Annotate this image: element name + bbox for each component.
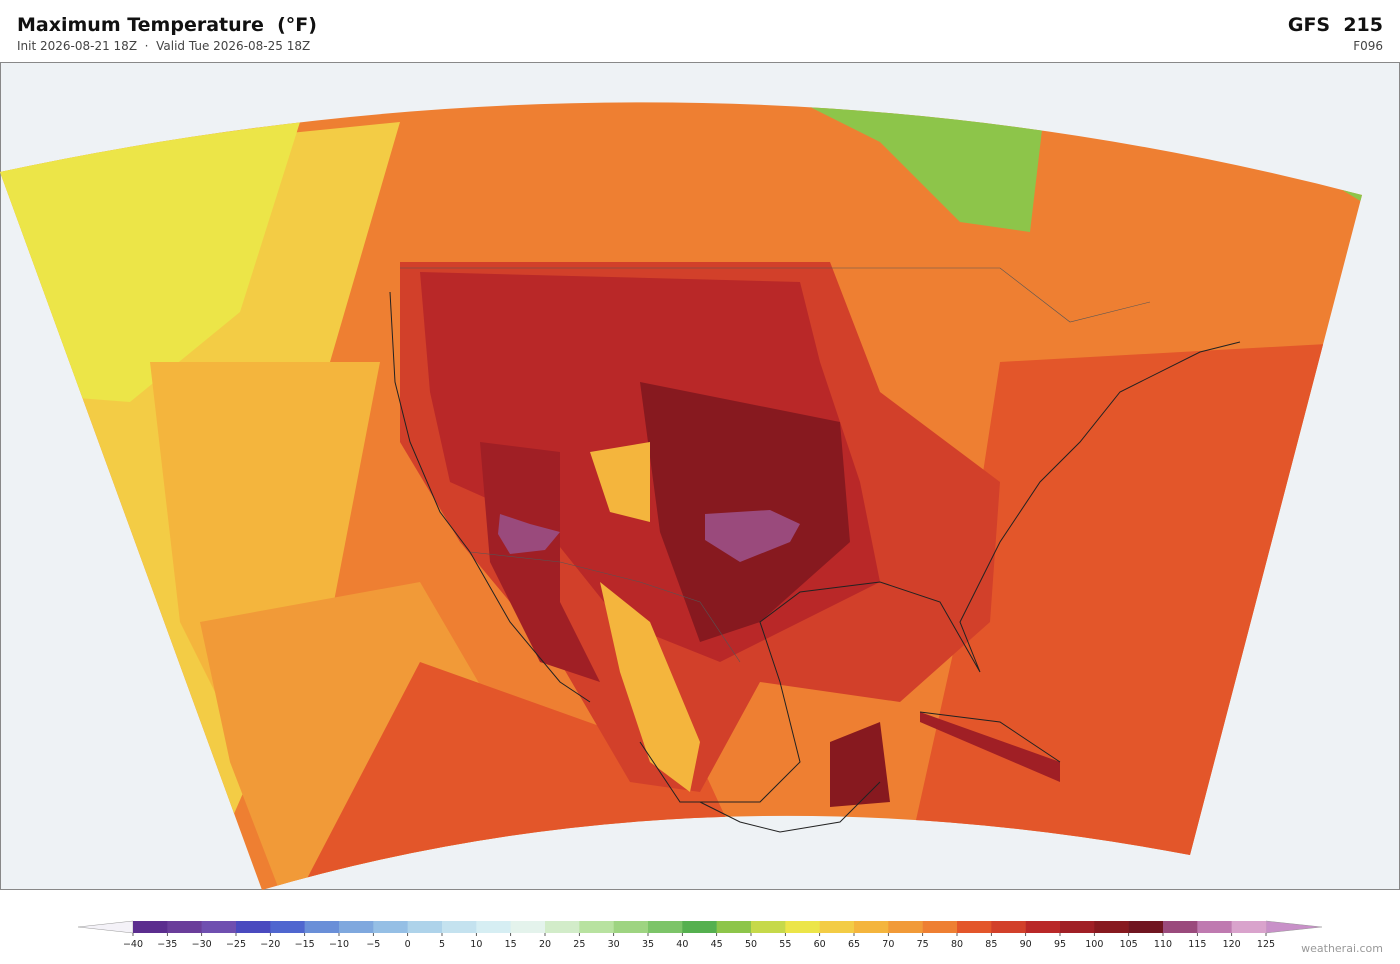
colorbar-segment — [854, 921, 889, 933]
colorbar-tick-label: 110 — [1154, 939, 1172, 950]
colorbar-tick-label: −20 — [260, 939, 280, 950]
colorbar-segment — [373, 921, 408, 933]
colorbar-segment — [1025, 921, 1061, 933]
colorbar-tick-label: 115 — [1188, 939, 1206, 950]
colorbar-segment — [476, 921, 511, 933]
colorbar-tick-label: 100 — [1085, 939, 1103, 950]
colorbar-tick-label: −5 — [366, 939, 380, 950]
colorbar-segment — [339, 921, 374, 933]
colorbar-segment — [716, 921, 752, 933]
colorbar-segment — [270, 921, 305, 933]
borders — [400, 267, 1151, 663]
colorbar-tick-label: 40 — [676, 939, 688, 950]
colorbar-tick-label: 15 — [505, 939, 517, 950]
colorbar-segment — [545, 921, 580, 933]
colorbar-segment — [648, 921, 683, 933]
colorbar-segment — [1094, 921, 1129, 933]
colorbar-tick-label: 0 — [405, 939, 411, 950]
colorbar-tick-label: 65 — [848, 939, 860, 950]
colorbar-tick-label: 120 — [1223, 939, 1241, 950]
colorbar-segment — [1163, 921, 1198, 933]
colorbar-tick-label: 5 — [439, 939, 445, 950]
colorbar-segment — [201, 921, 237, 933]
colorbar-tick-label: 55 — [779, 939, 791, 950]
map — [0, 62, 1400, 890]
colorbar: −40 −35 −30 −25 −20 −15 −10 −5 0 5 10 15 20 25 30 35 40 4… — [77, 920, 1323, 950]
model: GFS 215 — [1287, 14, 1383, 36]
colorbar-tick-label: 25 — [573, 939, 585, 950]
colorbar-tick-label: −15 — [295, 939, 315, 950]
colorbar-segment — [819, 921, 855, 933]
colorbar-segment — [1197, 921, 1232, 933]
colorbar-tick-label: 45 — [711, 939, 723, 950]
colorbar-segment — [751, 921, 786, 933]
colorbar-tick-label: 70 — [882, 939, 894, 950]
colorbar-tick-label: 30 — [608, 939, 620, 950]
subtitle: Init 2026-08-21 18Z · Valid Tue 2026-08-… — [17, 39, 311, 53]
colorbar-segment — [957, 921, 992, 933]
colorbar-tick-label: 75 — [917, 939, 929, 950]
credit: weatherai.com — [1301, 942, 1383, 955]
colorbar-tick-label: −35 — [157, 939, 177, 950]
colorbar-segment — [1060, 921, 1095, 933]
forecast-hour: F096 — [1353, 39, 1383, 53]
colorbar-tick-label: −40 — [123, 939, 143, 950]
colorbar-tick-label: 60 — [814, 939, 826, 950]
colorbar-tick-label: 105 — [1120, 939, 1138, 950]
colorbar-tick-label: 95 — [1054, 939, 1066, 950]
coastlines — [389, 291, 1241, 833]
colorbar-segment — [785, 921, 820, 933]
colorbar-segment — [922, 921, 958, 933]
colorbar-segment — [1128, 921, 1164, 933]
colorbar-segment — [442, 921, 477, 933]
colorbar-under — [77, 920, 134, 934]
colorbar-segment — [510, 921, 546, 933]
colorbar-tick-label: 85 — [985, 939, 997, 950]
colorbar-tick-label: 90 — [1020, 939, 1032, 950]
colorbar-segment — [167, 921, 202, 933]
colorbar-segment — [991, 921, 1026, 933]
colorbar-tick-label: 125 — [1257, 939, 1275, 950]
colorbar-segment — [682, 921, 717, 933]
colorbar-tick-label: 20 — [539, 939, 551, 950]
colorbar-tick-label: 10 — [470, 939, 482, 950]
colorbar-segment — [579, 921, 614, 933]
colorbar-segment — [133, 921, 168, 933]
colorbar-over — [1265, 920, 1323, 934]
colorbar-tick-label: 50 — [745, 939, 757, 950]
colorbar-segment — [304, 921, 340, 933]
colorbar-tick-label: −30 — [192, 939, 212, 950]
colorbar-tick-label: 35 — [642, 939, 654, 950]
colorbar-segment — [613, 921, 649, 933]
colorbar-segment — [407, 921, 443, 933]
colorbar-tick-label: −25 — [226, 939, 246, 950]
colorbar-segment — [1231, 921, 1267, 933]
colorbar-tick-label: 80 — [951, 939, 963, 950]
colorbar-segment — [236, 921, 271, 933]
colorbar-segment — [888, 921, 923, 933]
colorbar-tick-label: −10 — [329, 939, 349, 950]
title: Maximum Temperature (°F) — [17, 14, 317, 36]
